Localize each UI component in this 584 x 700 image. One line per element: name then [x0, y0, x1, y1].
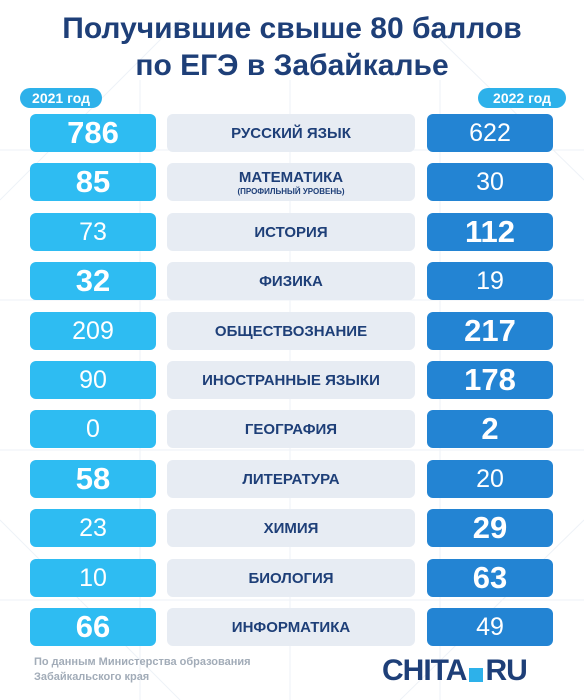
value-2022: 30	[427, 163, 553, 201]
value-2021: 23	[30, 509, 156, 547]
table-row: 85 МАТЕМАТИКА (ПРОФИЛЬНЫЙ УРОВЕНЬ) 30	[0, 163, 584, 201]
table-row: 209 ОБЩЕСТВОЗНАНИЕ 217	[0, 312, 584, 350]
subject-label: ГЕОГРАФИЯ	[167, 410, 415, 448]
subject-name: ГЕОГРАФИЯ	[244, 420, 338, 438]
table-row: 23 ХИМИЯ 29	[0, 509, 584, 547]
subject-label: МАТЕМАТИКА (ПРОФИЛЬНЫЙ УРОВЕНЬ)	[167, 163, 415, 201]
value-2021: 32	[30, 262, 156, 300]
value-2022: 63	[427, 559, 553, 597]
subject-name: ЛИТЕРАТУРА	[242, 470, 340, 488]
subject-name: ИСТОРИЯ	[254, 223, 328, 241]
year-2022-label: 2022 год	[478, 88, 566, 108]
value-2021: 209	[30, 312, 156, 350]
chita-ru-logo: CHITA RU	[382, 654, 528, 687]
subject-label: ОБЩЕСТВОЗНАНИЕ	[167, 312, 415, 350]
table-row: 58 ЛИТЕРАТУРА 20	[0, 460, 584, 498]
value-2021: 10	[30, 559, 156, 597]
value-2021: 85	[30, 163, 156, 201]
subject-label: ХИМИЯ	[167, 509, 415, 547]
value-2021: 786	[30, 114, 156, 152]
logo-chita-text: CHITA	[382, 654, 467, 687]
value-2022: 49	[427, 608, 553, 646]
value-2022: 112	[427, 213, 553, 251]
subject-name: РУССКИЙ ЯЗЫК	[231, 124, 351, 142]
title-line-1: Получившие свыше 80 баллов	[62, 12, 522, 45]
value-2022: 178	[427, 361, 553, 399]
subject-label: ИНФОРМАТИКА	[167, 608, 415, 646]
subject-label: БИОЛОГИЯ	[167, 559, 415, 597]
subject-name: ХИМИЯ	[263, 519, 319, 537]
subject-note: (ПРОФИЛЬНЫЙ УРОВЕНЬ)	[237, 186, 345, 196]
value-2022: 217	[427, 312, 553, 350]
value-2021: 0	[30, 410, 156, 448]
source-note: По данным Министерства образования Забай…	[34, 655, 251, 685]
value-2022: 29	[427, 509, 553, 547]
year-2021-label: 2021 год	[20, 88, 102, 108]
subject-label: РУССКИЙ ЯЗЫК	[167, 114, 415, 152]
logo-ru-text: RU	[485, 654, 527, 687]
subject-name: ОБЩЕСТВОЗНАНИЕ	[214, 322, 368, 340]
value-2021: 58	[30, 460, 156, 498]
value-2022: 2	[427, 410, 553, 448]
source-line-1: По данным Министерства образования	[34, 656, 251, 668]
table-row: 10 БИОЛОГИЯ 63	[0, 559, 584, 597]
value-2022: 19	[427, 262, 553, 300]
table-row: 73 ИСТОРИЯ 112	[0, 213, 584, 251]
title-line-2: по ЕГЭ в Забайкалье	[135, 49, 449, 82]
subject-name: БИОЛОГИЯ	[248, 569, 334, 587]
value-2022: 622	[427, 114, 553, 152]
value-2021: 73	[30, 213, 156, 251]
value-2021: 90	[30, 361, 156, 399]
source-line-2: Забайкальского края	[34, 671, 150, 683]
value-2021: 66	[30, 608, 156, 646]
subject-label: ФИЗИКА	[167, 262, 415, 300]
table-row: 90 ИНОСТРАННЫЕ ЯЗЫКИ 178	[0, 361, 584, 399]
value-2022: 20	[427, 460, 553, 498]
subject-label: ЛИТЕРАТУРА	[167, 460, 415, 498]
subject-name: ФИЗИКА	[259, 272, 323, 290]
subject-label: ИСТОРИЯ	[167, 213, 415, 251]
logo-square-icon	[469, 668, 484, 682]
table-row: 0 ГЕОГРАФИЯ 2	[0, 410, 584, 448]
subject-name: ИНОСТРАННЫЕ ЯЗЫКИ	[202, 371, 380, 389]
page-title: Получившие свыше 80 баллов по ЕГЭ в Заба…	[0, 10, 584, 84]
subject-label: ИНОСТРАННЫЕ ЯЗЫКИ	[167, 361, 415, 399]
table-row: 32 ФИЗИКА 19	[0, 262, 584, 300]
table-row: 786 РУССКИЙ ЯЗЫК 622	[0, 114, 584, 152]
subject-name: ИНФОРМАТИКА	[231, 618, 351, 636]
table-row: 66 ИНФОРМАТИКА 49	[0, 608, 584, 646]
subject-name: МАТЕМАТИКА	[238, 168, 344, 186]
